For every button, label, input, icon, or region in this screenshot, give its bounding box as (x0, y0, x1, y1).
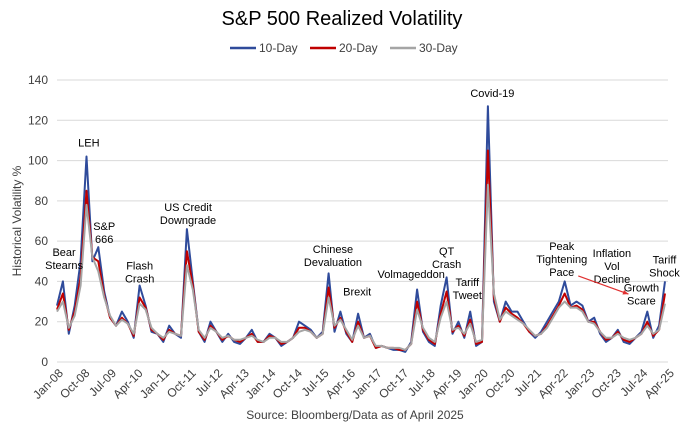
annotation-label: Shock (649, 267, 680, 279)
annotation-label: Growth (624, 282, 659, 294)
source-note: Source: Bloomberg/Data as of April 2025 (246, 408, 464, 422)
x-tick-label: Oct-23 (588, 366, 624, 402)
annotation-label: Devaluation (304, 257, 362, 269)
annotation-label: Vol (604, 261, 619, 273)
series-line-30-day (56, 183, 666, 351)
annotation-label: Bear (52, 247, 76, 259)
annotation-label: Tweet (453, 290, 482, 302)
annotation-label: Crash (125, 273, 154, 285)
annotation-label: Flash (126, 260, 153, 272)
x-tick-label: Oct-20 (482, 366, 518, 402)
annotation-label: Tariff (455, 277, 480, 289)
series-lines (56, 105, 666, 353)
legend: 10-Day 20-Day 30-Day (230, 41, 458, 55)
y-tick-label: 20 (35, 315, 49, 329)
gridlines (57, 79, 668, 363)
annotation-arrow (578, 275, 629, 295)
y-tick-label: 80 (35, 194, 49, 208)
x-tick-label: Oct-17 (376, 366, 412, 402)
arrow-head-icon (622, 290, 629, 295)
annotation-label: Volmageddon (378, 269, 445, 281)
y-tick-label: 0 (41, 355, 48, 369)
x-tick-label: Oct-14 (270, 366, 306, 402)
annotation-label: Crash (432, 259, 461, 271)
annotation-label: Tightening (536, 254, 587, 266)
annotation-label: Peak (549, 241, 575, 253)
annotation-label: Downgrade (160, 215, 216, 227)
x-tick-label: Jan-11 (137, 366, 172, 401)
annotation-label: Covid-19 (470, 88, 514, 100)
x-tick-label: Oct-11 (164, 366, 199, 401)
y-tick-label: 60 (35, 234, 49, 248)
legend-label: 20-Day (339, 41, 378, 55)
y-tick-label: 140 (28, 73, 48, 87)
legend-label: 30-Day (419, 41, 458, 55)
annotation-label: Stearns (45, 260, 83, 272)
x-tick-labels: Jan-08Oct-08Jul-09Apr-10Jan-11Oct-11Jul-… (30, 366, 677, 402)
y-axis-label: Historical Volatility % (10, 165, 24, 276)
annotation-label: US Credit (164, 202, 212, 214)
annotation-label: Chinese (313, 244, 353, 256)
annotation-label: Tariff (653, 254, 678, 266)
legend-label: 10-Day (259, 41, 298, 55)
annotation-label: Pace (549, 267, 574, 279)
annotation-label: Brexit (343, 287, 371, 299)
x-tick-label: Oct-08 (57, 366, 93, 402)
y-tick-label: 40 (35, 274, 49, 288)
x-tick-label: Apr-25 (642, 366, 678, 402)
annotation-label: LEH (78, 137, 99, 149)
annotation-label: Scare (627, 295, 656, 307)
annotation-label: Inflation (593, 248, 632, 260)
y-tick-labels: 0 20 40 60 80 100 120 140 (28, 73, 48, 369)
annotation-label: 666 (95, 234, 113, 246)
annotation-label: Decline (594, 274, 631, 286)
annotation-label: S&P (93, 221, 115, 233)
annotation-label: QT (439, 246, 455, 258)
y-tick-label: 120 (28, 113, 48, 127)
y-tick-label: 100 (28, 154, 48, 168)
chart-title: S&P 500 Realized Volatility (222, 8, 463, 30)
